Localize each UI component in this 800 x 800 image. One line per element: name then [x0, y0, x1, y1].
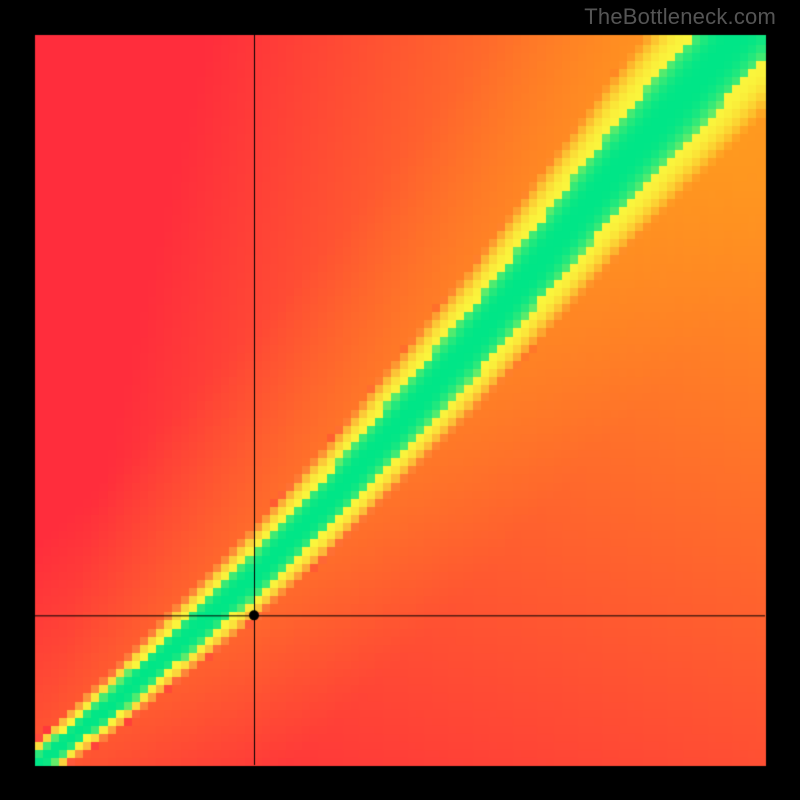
heatmap-canvas — [0, 0, 800, 800]
chart-container: TheBottleneck.com — [0, 0, 800, 800]
watermark-label: TheBottleneck.com — [584, 4, 776, 30]
